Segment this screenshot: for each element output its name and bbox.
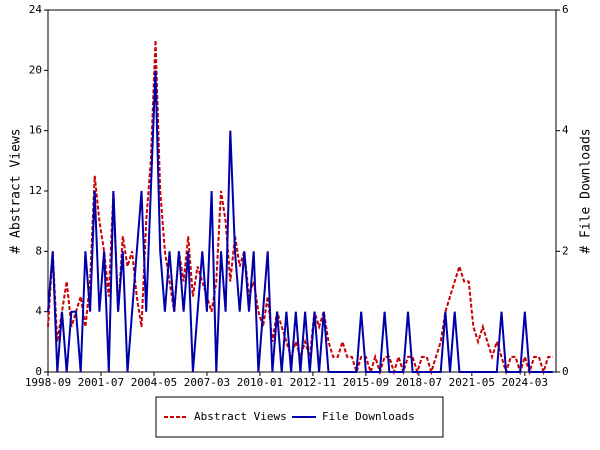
x-tick-label: 2012-11 xyxy=(290,376,336,389)
y-tick-label: 4 xyxy=(35,305,42,318)
y-axis-label: # Abstract Views xyxy=(9,128,24,253)
y2-axis-label: # File Downloads xyxy=(579,128,594,253)
x-tick-label: 2007-03 xyxy=(184,376,230,389)
x-tick-label: 2010-01 xyxy=(237,376,283,389)
x-tick-label: 2021-05 xyxy=(449,376,495,389)
series-line xyxy=(47,70,553,373)
legend-label: Abstract Views xyxy=(194,410,287,423)
y-tick-label: 16 xyxy=(29,124,42,137)
y-tick-label: 8 xyxy=(35,244,42,257)
y-tick-label: 0 xyxy=(35,365,42,378)
x-tick-label: 2015-09 xyxy=(343,376,389,389)
y2-tick-label: 2 xyxy=(562,244,569,257)
series-line xyxy=(47,40,553,376)
y2-tick-label: 0 xyxy=(562,365,569,378)
y-tick-label: 12 xyxy=(29,184,42,197)
legend-label: File Downloads xyxy=(322,410,415,423)
x-tick-label: 1998-09 xyxy=(25,376,71,389)
y2-tick-label: 4 xyxy=(562,124,569,137)
y-tick-label: 24 xyxy=(29,3,43,16)
x-tick-label: 2024-03 xyxy=(502,376,548,389)
y-tick-label: 20 xyxy=(29,63,42,76)
y2-tick-label: 6 xyxy=(562,3,569,16)
x-tick-label: 2001-07 xyxy=(78,376,124,389)
x-tick-label: 2018-07 xyxy=(396,376,442,389)
plot-frame xyxy=(47,9,557,373)
x-tick-label: 2004-05 xyxy=(131,376,177,389)
